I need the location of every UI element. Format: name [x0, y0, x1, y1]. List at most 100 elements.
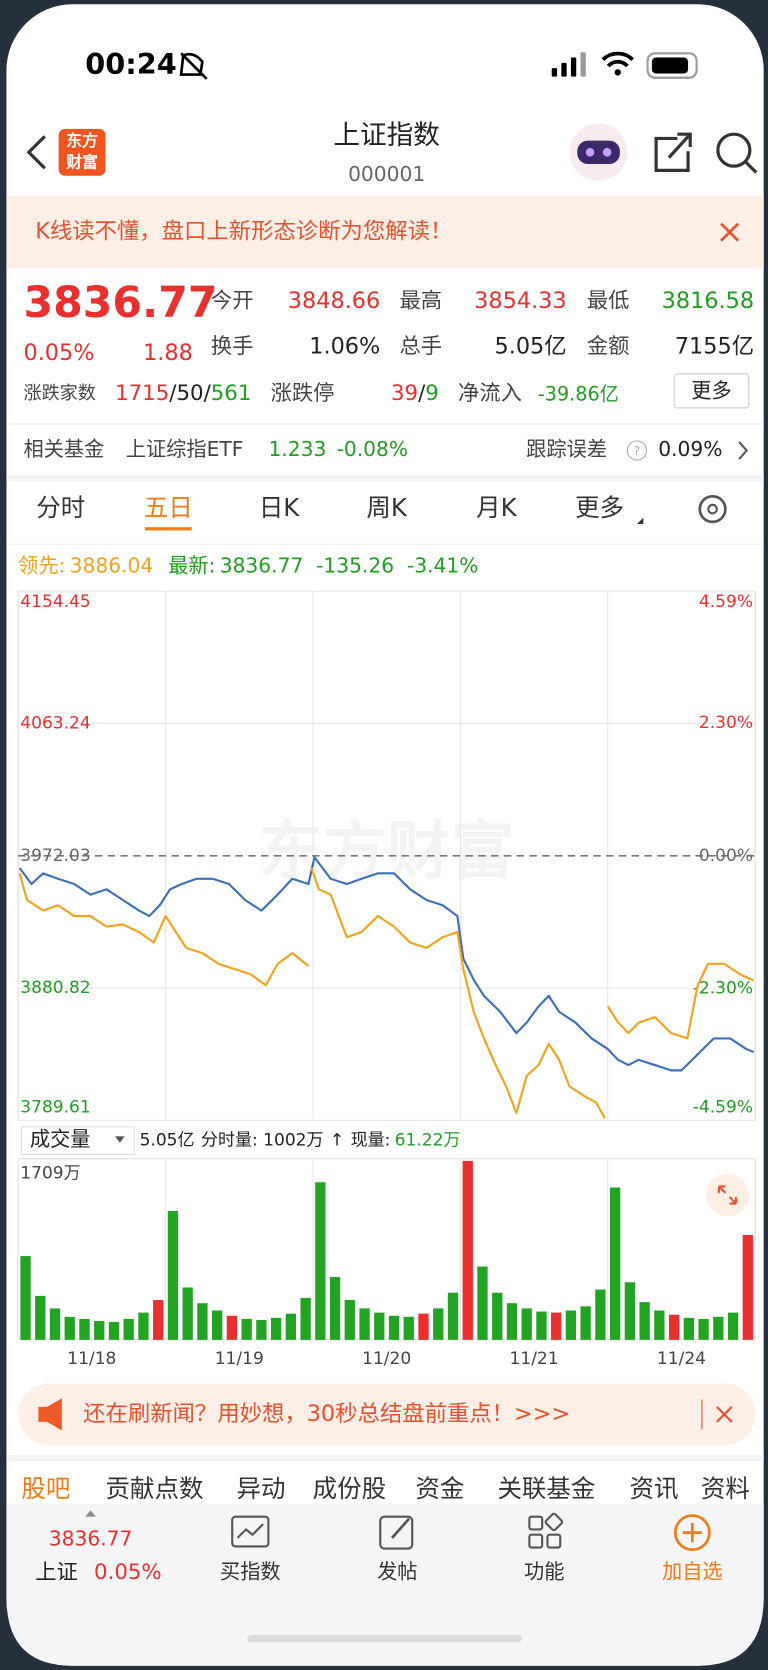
x-tick-label: 11/19	[215, 1349, 264, 1369]
breadth-flat: 50	[176, 381, 203, 406]
volume-header: 5.05亿 分时量: 1002万 ↑ 现量: 61.22万	[140, 1131, 461, 1151]
x-tick-label: 11/18	[67, 1349, 116, 1369]
volume-bar	[153, 1300, 164, 1340]
banner-close[interactable]	[720, 222, 740, 242]
banner-text[interactable]: K线读不懂，盘口上新形态诊断为您解读！	[35, 219, 452, 245]
more-button[interactable]	[673, 373, 750, 409]
now-label: 现量:	[351, 1131, 391, 1151]
bottom-button[interactable]: 发帖	[377, 1560, 417, 1584]
icon-func[interactable]	[528, 1512, 564, 1549]
y2-tick-label: 0.00%	[699, 846, 753, 866]
ad-close[interactable]	[716, 1406, 733, 1423]
tab[interactable]: 月K	[476, 493, 517, 522]
back-button[interactable]	[26, 135, 46, 170]
volume-bar	[551, 1312, 562, 1340]
volume-bar	[197, 1303, 208, 1340]
volume-bar	[270, 1317, 282, 1340]
volume-bar	[683, 1317, 694, 1340]
sub-tab[interactable]: 股吧	[21, 1474, 70, 1503]
share-button[interactable]	[654, 132, 692, 173]
tracking-error: 0.09%	[658, 437, 722, 461]
up-marker	[85, 1510, 96, 1517]
price-chart: 东方财富 4154.45 4063.24 3972.03 3880.82 3789.61…	[17, 590, 756, 1369]
sub-tab[interactable]: 关联基金	[497, 1474, 595, 1503]
fund-price: 1.233	[268, 437, 326, 461]
info-icon[interactable]	[626, 440, 648, 461]
tab[interactable]: 周K	[366, 493, 407, 522]
volume-bar	[388, 1315, 400, 1340]
more-button-text[interactable]: 更多	[691, 378, 731, 402]
bottom-button[interactable]: 功能	[524, 1560, 564, 1584]
volume-bar	[344, 1300, 355, 1340]
sub-tab[interactable]: 异动	[236, 1474, 285, 1503]
phone-screen	[6, 4, 764, 1666]
field-label: 最低	[587, 288, 630, 313]
sub-tab[interactable]: 资讯	[629, 1474, 678, 1503]
volume-bar	[462, 1160, 473, 1340]
volume-bar	[668, 1314, 680, 1340]
icon-buy[interactable]	[231, 1515, 270, 1548]
status-icons	[179, 51, 698, 80]
field-value: 3854.33	[474, 288, 566, 314]
volume-bar	[418, 1313, 429, 1340]
search-button[interactable]	[716, 132, 758, 174]
page-title: 上证指数	[333, 120, 439, 151]
icon-add[interactable]	[673, 1514, 711, 1551]
volume-bar	[20, 1256, 31, 1340]
tab[interactable]: 五日	[144, 493, 193, 522]
tab[interactable]: 日K	[259, 493, 300, 522]
indicator-label[interactable]: 成交量	[30, 1127, 91, 1151]
volume-bar	[211, 1310, 223, 1340]
assistant-avatar[interactable]	[569, 123, 628, 182]
price-line	[18, 856, 755, 1072]
sub-tab[interactable]: 资料	[701, 1474, 750, 1503]
tab[interactable]: 分时	[36, 493, 85, 522]
limit: 39/9	[391, 381, 439, 406]
minute-volume: 分时量: 1002万	[201, 1131, 324, 1151]
volume-bar	[624, 1282, 636, 1340]
sub-tab[interactable]: 成份股	[313, 1474, 386, 1503]
tab[interactable]: 更多	[575, 493, 624, 522]
field-value: 5.05亿	[495, 334, 567, 360]
breadth-label: 涨跌家数	[23, 383, 95, 404]
chevron[interactable]	[738, 441, 749, 460]
banner	[6, 195, 764, 269]
y2-tick-label: 2.30%	[699, 713, 753, 733]
volume-bar	[433, 1308, 444, 1340]
icon-post[interactable]	[379, 1515, 414, 1550]
error-label: 跟踪误差	[526, 437, 607, 461]
bottom-price: 3836.77	[49, 1527, 133, 1551]
y-tick-label: 4063.24	[20, 713, 90, 733]
breadth: 1715/50/561	[115, 381, 251, 406]
settings-button[interactable]	[698, 494, 727, 524]
volume-bar	[138, 1312, 149, 1340]
y-tick-label: 3880.82	[20, 978, 90, 998]
volume-bar	[35, 1295, 46, 1340]
volume-bar	[182, 1287, 193, 1340]
volume-bar	[79, 1318, 90, 1340]
volume-bar	[49, 1308, 61, 1340]
volume-bar	[654, 1310, 665, 1340]
y2-tick-label: -4.59%	[693, 1098, 753, 1118]
watermark: 东方财富	[259, 815, 515, 889]
bottom-button[interactable]: 加自选	[662, 1560, 723, 1584]
fund-name[interactable]: 上证综指ETF	[126, 437, 244, 461]
info-icon-glyph: ?	[634, 444, 641, 459]
limit-up: 39	[391, 381, 418, 406]
ad-text[interactable]: 还在刷新闻？用妙想，30秒总结盘前重点！>>>	[83, 1401, 570, 1427]
inflow: -39.86亿	[538, 383, 619, 406]
indicator-select[interactable]	[20, 1126, 135, 1156]
field-label: 今开	[211, 288, 254, 313]
expand-button[interactable]	[706, 1173, 749, 1217]
ad-banner[interactable]	[18, 1383, 756, 1446]
volume-bar	[506, 1303, 518, 1340]
volume-bar	[713, 1316, 724, 1340]
status-time: 00:24	[85, 47, 177, 81]
sub-tab[interactable]: 贡献点数	[106, 1474, 204, 1503]
volume-bar	[727, 1312, 739, 1340]
sub-tab[interactable]: 资金	[415, 1474, 464, 1503]
logo-text: 东方	[66, 131, 98, 150]
price-line	[18, 867, 755, 1119]
change: 1.88	[143, 340, 193, 366]
bottom-button[interactable]: 买指数	[220, 1560, 281, 1584]
